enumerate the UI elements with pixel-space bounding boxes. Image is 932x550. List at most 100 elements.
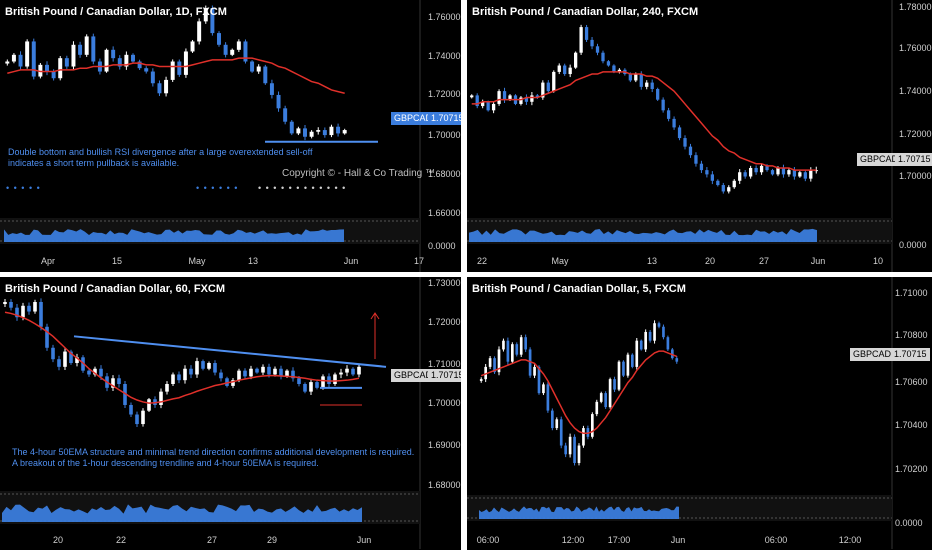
candle-body [568,67,572,75]
candle-body [479,379,483,381]
candle-body [530,95,534,102]
candle-body [171,374,175,384]
candle-body [574,52,578,68]
candle-body [243,41,248,62]
candle-body [617,69,622,72]
candle-body [51,347,55,360]
candle-body [519,337,523,355]
annotation-line-2: indicates a short term pullback is avail… [8,158,180,168]
candle-body [45,64,49,72]
y-tick: 1.78000 [899,2,932,12]
candle-body [38,64,43,77]
chart-canvas-1h[interactable] [0,277,461,550]
candle-body [197,21,202,42]
y-tick: 1.70000 [428,130,461,140]
annotation-line-1: The 4-hour 50EMA structure and minimal t… [12,447,415,457]
candle-body [177,61,182,75]
candle-body [515,344,519,355]
chart-title: British Pound / Canadian Dollar, 5, FXCM [472,283,686,295]
candle-body [303,128,307,137]
x-tick: 06:00 [476,535,500,545]
price-tag: GBPCAD [391,112,436,125]
candle-body [316,130,321,132]
candle-body [738,172,742,181]
osc-tick: 0.0000 [899,240,927,250]
candle-body [296,128,301,134]
candle-body [243,370,247,377]
candle-body [568,436,572,455]
x-tick: 27 [206,535,218,545]
candle-body [626,354,630,376]
x-tick: 27 [758,256,770,266]
y-tick: 1.74000 [428,51,461,61]
candle-body [595,46,600,53]
chart-canvas-4h[interactable] [467,0,932,272]
candle-body [213,363,217,373]
y-tick: 1.71000 [428,359,461,369]
candle-body [230,49,235,55]
x-tick: 15 [111,256,123,266]
candle-body [497,349,501,373]
candle-body [606,61,611,66]
candle-body [250,61,255,72]
candle-body [759,165,764,173]
price-tag-value: 1.70715 [428,112,461,125]
chart-panel-5m[interactable]: British Pound / Canadian Dollar, 5, FXCM… [467,277,932,550]
annotation-line-2: A breakout of the 1-hour descending tren… [12,458,319,468]
x-tick: 13 [247,256,259,266]
candle-body [39,301,43,327]
chart-canvas-5m[interactable] [467,277,932,550]
candle-body [612,65,616,72]
candle-body [165,384,169,392]
price-tag: GBPCAD [857,153,902,166]
candle-body [58,58,63,79]
candle-body [183,368,187,381]
candle-body [336,126,341,134]
y-tick: 1.74000 [899,86,932,96]
candle-body [672,118,676,128]
candle-body [657,323,661,327]
chart-canvas-daily[interactable] [0,0,461,272]
candle-body [21,305,25,318]
candle-body [345,368,349,373]
candle-body [99,368,103,377]
oscillator-area [4,229,344,242]
candle-body [481,101,485,107]
candle-body [104,49,109,72]
candle-body [190,41,195,52]
y-tick: 1.70400 [895,420,928,430]
candle-body [273,368,277,375]
candle-body [223,44,228,55]
candle-body [551,410,554,429]
y-tick: 1.66000 [428,208,461,218]
candle-body [798,172,802,177]
candle-body [613,379,616,390]
candle-body [803,172,807,179]
candle-body [91,36,96,62]
candle-body [631,354,634,367]
y-tick: 1.70200 [895,464,928,474]
chart-panel-4h[interactable]: British Pound / Canadian Dollar, 240, FX… [467,0,932,272]
candle-body [671,349,674,359]
chart-panel-daily[interactable]: British Pound / Canadian Dollar, 1D, FXC… [0,0,461,272]
candle-body [117,378,121,384]
candle-body [269,83,274,95]
candle-body [157,83,162,94]
candle-body [475,95,479,107]
x-tick: Jun [343,256,359,266]
candle-body [634,74,638,81]
candle-body [289,121,294,134]
y-tick: 1.72000 [428,317,461,327]
candle-body [147,399,151,411]
candle-body [285,370,289,377]
x-tick: 22 [115,535,127,545]
chart-panel-1h[interactable]: British Pound / Canadian Dollar, 60, FXC… [0,277,461,550]
candle-body [71,44,76,67]
candle-body [170,61,175,80]
x-tick: 20 [52,535,64,545]
candle-body [792,170,797,177]
candle-body [604,393,607,408]
candle-body [18,54,23,67]
candle-body [590,39,594,47]
candle-body [546,384,550,411]
